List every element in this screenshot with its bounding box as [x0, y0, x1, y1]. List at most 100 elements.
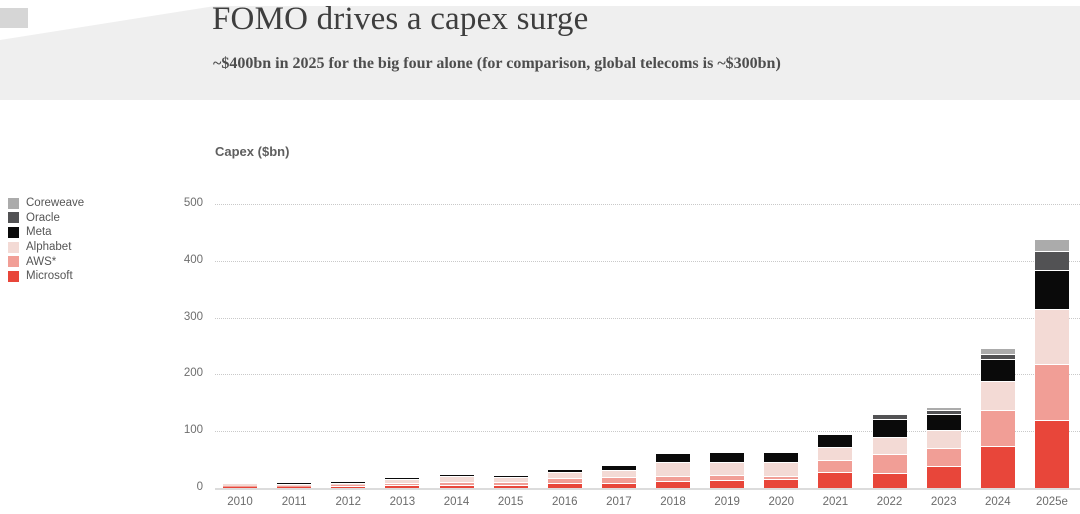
gridline-300 [215, 317, 1080, 319]
y-tick-label-0: 0 [196, 481, 203, 493]
bar-segment-meta [1034, 269, 1069, 310]
bar-segment-aws [277, 485, 312, 487]
bar-segment-aws [656, 476, 691, 482]
legend-label: Microsoft [26, 270, 73, 283]
bar-segment-oracle [872, 415, 907, 420]
corner-square [0, 8, 28, 28]
bar-segment-alphabet [493, 476, 528, 482]
bar-2011 [277, 483, 312, 488]
bar-segment-meta [331, 482, 366, 484]
bar-segment-aws [331, 485, 366, 487]
bar-segment-microsoft [980, 445, 1015, 488]
bar-segment-meta [385, 478, 420, 480]
x-axis-label-2025e: 2025e [1035, 496, 1068, 508]
x-axis-label-2021: 2021 [822, 496, 849, 508]
x-axis-label-2016: 2016 [551, 496, 578, 508]
bar-segment-microsoft [331, 486, 366, 488]
chart-subtitle: ~$400bn in 2025 for the big four alone (… [213, 55, 781, 72]
x-axis-label-2018: 2018 [660, 496, 686, 508]
legend-label: AWS* [26, 255, 57, 268]
bar-segment-meta [764, 453, 799, 462]
bar-2012 [331, 482, 366, 488]
bar-2023 [926, 407, 961, 488]
bar-segment-meta [656, 453, 691, 462]
legend-label: Coreweave [26, 197, 85, 210]
legend-item-coreweave: Coreweave [8, 196, 84, 211]
bar-2015 [493, 475, 528, 488]
legend-label: Meta [26, 226, 52, 239]
y-tick-label-100: 100 [183, 424, 203, 437]
bar-segment-alphabet [710, 461, 745, 475]
bar-segment-aws [1034, 363, 1069, 421]
bar-segment-alphabet [872, 436, 907, 455]
legend-swatch [8, 256, 19, 268]
x-axis-label-2014: 2014 [443, 496, 470, 508]
legend-label: Oracle [26, 211, 60, 224]
bar-segment-microsoft [710, 480, 745, 488]
bar-segment-aws [385, 483, 420, 486]
bar-segment-meta [980, 359, 1015, 382]
y-tick-label-400: 400 [183, 253, 203, 266]
bar-2016 [547, 469, 582, 488]
y-tick-label-300: 300 [183, 310, 203, 323]
bar-segment-alphabet [223, 484, 257, 487]
bar-segment-coreweave [926, 407, 961, 411]
bar-segment-microsoft [385, 485, 420, 488]
legend-item-oracle: Oracle [8, 211, 84, 226]
bar-segment-aws [980, 409, 1015, 446]
bar-segment-alphabet [1034, 309, 1069, 364]
legend-item-microsoft: Microsoft [8, 269, 84, 284]
bar-segment-aws [493, 481, 528, 485]
bar-2022 [872, 415, 907, 488]
bar-segment-coreweave [1034, 240, 1069, 252]
bar-segment-microsoft [493, 484, 528, 488]
bar-segment-alphabet [547, 472, 582, 479]
bar-2010 [223, 484, 257, 488]
bar-segment-aws [710, 474, 745, 481]
bar-segment-aws [223, 486, 257, 487]
legend-swatch [8, 226, 19, 238]
bar-2025e [1034, 240, 1069, 488]
bar-segment-microsoft [601, 482, 636, 488]
bar-segment-aws [872, 454, 907, 474]
bar-segment-microsoft [277, 486, 312, 488]
bar-segment-aws [601, 477, 636, 483]
x-axis-label-2019: 2019 [714, 496, 740, 508]
bar-segment-microsoft [547, 482, 582, 488]
bar-segment-microsoft [1034, 420, 1069, 488]
bar-segment-aws [764, 476, 799, 479]
bar-2019 [710, 453, 745, 488]
legend-item-aws: AWS* [8, 254, 84, 269]
bar-segment-aws [926, 447, 961, 467]
bar-segment-meta [926, 414, 961, 431]
bar-segment-oracle [926, 410, 961, 415]
legend-label: Alphabet [26, 241, 72, 254]
legend-swatch [8, 241, 19, 253]
x-axis-label-2023: 2023 [930, 496, 957, 508]
header-band [0, 6, 1080, 100]
bar-segment-meta [601, 465, 636, 470]
bar-2017 [601, 465, 636, 488]
x-axis-label-2022: 2022 [876, 496, 903, 508]
legend-item-alphabet: Alphabet [8, 240, 84, 255]
bar-segment-alphabet [601, 469, 636, 478]
bar-segment-coreweave [980, 348, 1015, 354]
bar-2020 [764, 453, 799, 488]
bar-segment-alphabet [926, 430, 961, 448]
bar-segment-alphabet [818, 447, 853, 460]
bar-segment-alphabet [980, 381, 1015, 410]
bar-segment-microsoft [872, 473, 907, 488]
bar-segment-alphabet [764, 461, 799, 477]
bar-segment-microsoft [223, 486, 257, 488]
bar-segment-alphabet [385, 479, 420, 484]
legend: Coreweave Oracle Meta Alphabet AWS* Microsoft [8, 196, 84, 284]
legend-swatch [8, 212, 19, 224]
bar-segment-oracle [980, 353, 1015, 360]
gridline-400 [215, 260, 1080, 262]
bar-segment-alphabet [439, 475, 474, 482]
bar-2014 [439, 474, 474, 488]
bar-segment-microsoft [656, 481, 691, 488]
x-axis-label-2015: 2015 [497, 496, 524, 508]
x-axis-label-2011: 2011 [281, 496, 307, 508]
bar-2018 [656, 453, 691, 488]
